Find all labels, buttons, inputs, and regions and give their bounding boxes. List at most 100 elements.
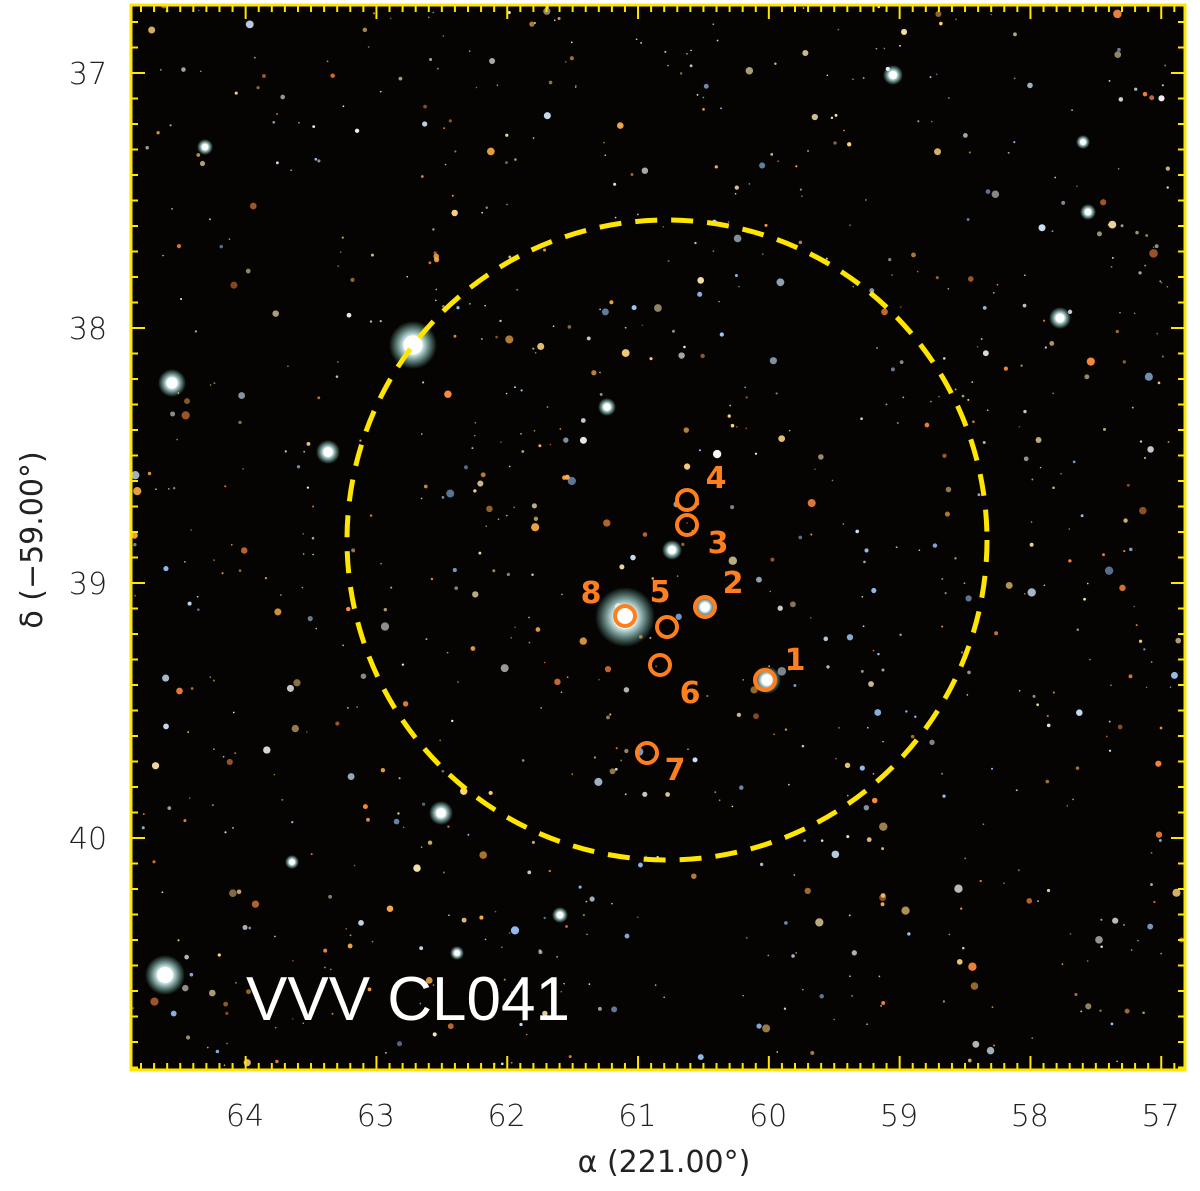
star (914, 715, 917, 718)
star (1131, 406, 1134, 409)
star-marker-7 (635, 741, 659, 765)
star (1142, 91, 1148, 97)
star (366, 817, 370, 822)
star (133, 487, 142, 496)
star (420, 846, 423, 848)
x-tick-label: 57 (1142, 1099, 1180, 1134)
star (1133, 312, 1136, 315)
star (540, 707, 542, 709)
star (531, 503, 537, 509)
star (615, 747, 618, 750)
star (1031, 478, 1034, 481)
star (1105, 735, 1108, 738)
star (1144, 264, 1146, 267)
star (967, 276, 974, 282)
star (1029, 542, 1034, 547)
star (1076, 185, 1078, 188)
star (714, 791, 717, 794)
star (788, 429, 791, 432)
star (533, 516, 539, 521)
star (849, 975, 851, 978)
star (170, 411, 176, 417)
star (614, 216, 617, 219)
star (552, 325, 555, 328)
star (703, 83, 709, 89)
star (1135, 230, 1139, 235)
star (369, 514, 373, 517)
star (506, 203, 508, 206)
star (624, 933, 630, 939)
star (187, 601, 192, 606)
star (924, 422, 930, 428)
star (1076, 628, 1080, 631)
star (642, 532, 648, 537)
bright-star-core (436, 808, 446, 818)
star (189, 972, 194, 977)
star (330, 73, 335, 78)
plot-frame (129, 3, 1187, 1072)
star (444, 390, 452, 398)
star (586, 933, 588, 936)
star (807, 499, 816, 508)
star (1160, 952, 1162, 955)
star (1118, 97, 1124, 102)
star (537, 342, 545, 351)
star (273, 773, 276, 776)
star (1160, 281, 1163, 284)
star (436, 67, 439, 70)
star (966, 218, 970, 221)
star (866, 837, 872, 843)
star (505, 335, 514, 344)
star (284, 450, 287, 453)
star (1147, 446, 1154, 453)
star (1013, 140, 1016, 144)
star (588, 983, 591, 986)
star (730, 423, 735, 428)
star (151, 762, 160, 770)
star (899, 633, 902, 637)
star (1145, 686, 1148, 689)
star (435, 288, 438, 291)
star (1061, 963, 1064, 965)
star (472, 591, 479, 598)
star (585, 900, 588, 903)
star (337, 265, 340, 268)
star (508, 465, 511, 468)
star (454, 586, 458, 590)
star (501, 946, 503, 949)
star (1038, 224, 1046, 232)
star (505, 161, 508, 164)
star (579, 436, 587, 444)
star (798, 240, 803, 245)
star (942, 357, 946, 360)
star (846, 634, 854, 641)
star (194, 330, 198, 333)
star (183, 819, 187, 823)
star (945, 486, 952, 493)
star (439, 739, 441, 742)
star (463, 465, 469, 470)
star (1161, 84, 1164, 87)
star (754, 452, 758, 455)
star (700, 353, 705, 359)
star (599, 308, 601, 311)
star (1086, 582, 1089, 585)
star (251, 900, 260, 908)
star (564, 61, 567, 63)
star (1159, 280, 1162, 283)
star (935, 73, 938, 76)
star (232, 826, 234, 829)
star (965, 595, 972, 602)
star (860, 669, 864, 673)
star (353, 864, 356, 867)
x-tick-label: 62 (488, 1099, 526, 1134)
star (968, 151, 971, 154)
star (641, 324, 644, 327)
star (861, 595, 864, 598)
star (190, 529, 192, 531)
star (640, 41, 643, 44)
star (1020, 364, 1023, 367)
star (1046, 714, 1049, 718)
star (1071, 109, 1073, 111)
star (1128, 674, 1133, 679)
